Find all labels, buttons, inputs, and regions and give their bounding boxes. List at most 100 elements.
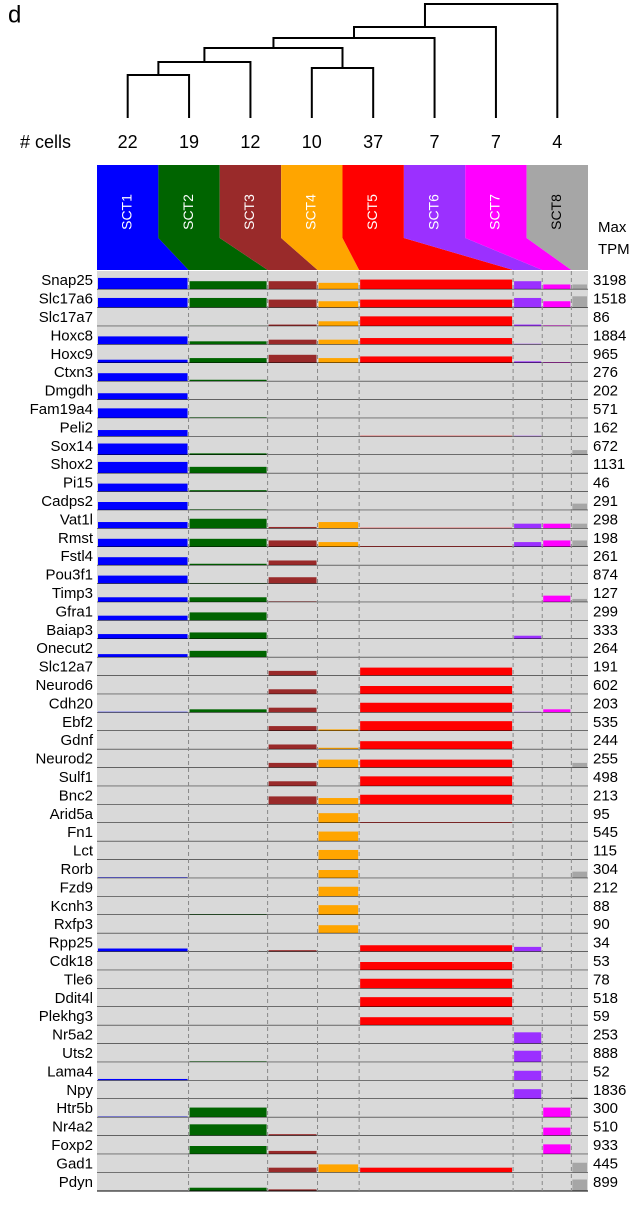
max-label: Max [598, 219, 627, 236]
bar [360, 962, 512, 970]
row-background [97, 657, 588, 675]
max-tpm: 90 [593, 916, 610, 933]
bar [543, 1108, 570, 1118]
max-tpm: 291 [593, 493, 618, 510]
max-tpm: 602 [593, 677, 618, 694]
gene-label: Pdyn [59, 1174, 93, 1191]
bar [360, 741, 512, 749]
max-tpm: 965 [593, 346, 618, 363]
bar [319, 760, 359, 768]
bar [98, 408, 188, 418]
bar [319, 522, 359, 529]
max-tpm: 95 [593, 806, 610, 823]
bar [360, 760, 512, 768]
max-tpm: 162 [593, 419, 618, 436]
bar [543, 540, 570, 547]
row-background [97, 952, 588, 970]
bar [543, 301, 570, 308]
max-tpm: 191 [593, 659, 618, 676]
max-tpm: 88 [593, 898, 610, 915]
bar [514, 1071, 541, 1081]
cell-count: 4 [552, 132, 562, 152]
cell-count: 12 [240, 132, 260, 152]
bar [319, 798, 359, 805]
gene-label: Baiap3 [46, 622, 93, 639]
gene-label: Rxfp3 [54, 916, 93, 933]
bar [190, 632, 267, 639]
max-label: TPM [598, 241, 630, 258]
cluster-label: SCT2 [180, 194, 196, 230]
max-tpm: 202 [593, 383, 618, 400]
bar [98, 576, 188, 584]
row-background [97, 694, 588, 712]
bar [190, 298, 267, 308]
gene-label: Cdh20 [49, 695, 93, 712]
bar [543, 596, 570, 603]
row-background [97, 1007, 588, 1025]
row-background [97, 1173, 588, 1191]
bar [98, 634, 188, 639]
max-tpm: 933 [593, 1137, 618, 1154]
bar [98, 462, 188, 473]
gene-label: Fstl4 [60, 548, 93, 565]
cell-count: 7 [491, 132, 501, 152]
gene-label: Cdk18 [50, 953, 93, 970]
bar [543, 1128, 570, 1136]
row-background [97, 768, 588, 786]
bar [269, 281, 317, 289]
bar [269, 577, 317, 584]
bar [190, 1146, 267, 1154]
dendro-branch [425, 4, 557, 118]
gene-label: Neurod2 [35, 751, 93, 768]
dendrogram [128, 4, 558, 118]
bar [360, 997, 512, 1007]
bar [360, 338, 512, 345]
row-background [97, 1099, 588, 1117]
bar [98, 522, 188, 529]
max-tpm: 3198 [593, 272, 626, 289]
bar [98, 430, 188, 437]
gene-label: Ctxn3 [54, 364, 93, 381]
cells-label: # cells [20, 132, 71, 152]
bar [514, 281, 541, 289]
max-tpm: 571 [593, 401, 618, 418]
bar [190, 1124, 267, 1135]
dendro-branch [158, 62, 250, 118]
max-tpm: 86 [593, 309, 610, 326]
bar [572, 1163, 587, 1173]
bar [572, 284, 587, 289]
bar [514, 1089, 541, 1099]
gene-label: Sox14 [50, 438, 93, 455]
max-tpm: 52 [593, 1063, 610, 1080]
gene-label: Plekhg3 [39, 1008, 93, 1025]
gene-label: Vat1l [60, 511, 93, 528]
bar [360, 668, 512, 676]
dendro-branch [354, 27, 496, 118]
dendro-branch [128, 75, 189, 118]
dendro-branch [312, 68, 373, 118]
max-tpm: 535 [593, 714, 618, 731]
bar [319, 925, 359, 933]
max-tpm: 244 [593, 732, 618, 749]
cell-count: 22 [118, 132, 138, 152]
bar [98, 298, 188, 308]
gene-label: Shox2 [50, 456, 93, 473]
cluster-label: SCT1 [118, 194, 134, 230]
bar [190, 519, 267, 529]
bar [319, 358, 359, 363]
bar [572, 450, 587, 455]
gene-label: Dmgdh [45, 383, 93, 400]
gene-label: Rorb [60, 861, 93, 878]
bar [543, 284, 570, 289]
bar [572, 1180, 587, 1191]
bar [360, 703, 512, 713]
gene-label: Slc17a7 [39, 309, 93, 326]
bar [572, 540, 587, 547]
bar [360, 356, 512, 363]
gene-label: Sulf1 [59, 769, 93, 786]
gene-label: Htr5b [56, 1100, 93, 1117]
bar [269, 708, 317, 713]
bar [319, 832, 359, 842]
max-tpm: 78 [593, 971, 610, 988]
bar [543, 524, 570, 529]
